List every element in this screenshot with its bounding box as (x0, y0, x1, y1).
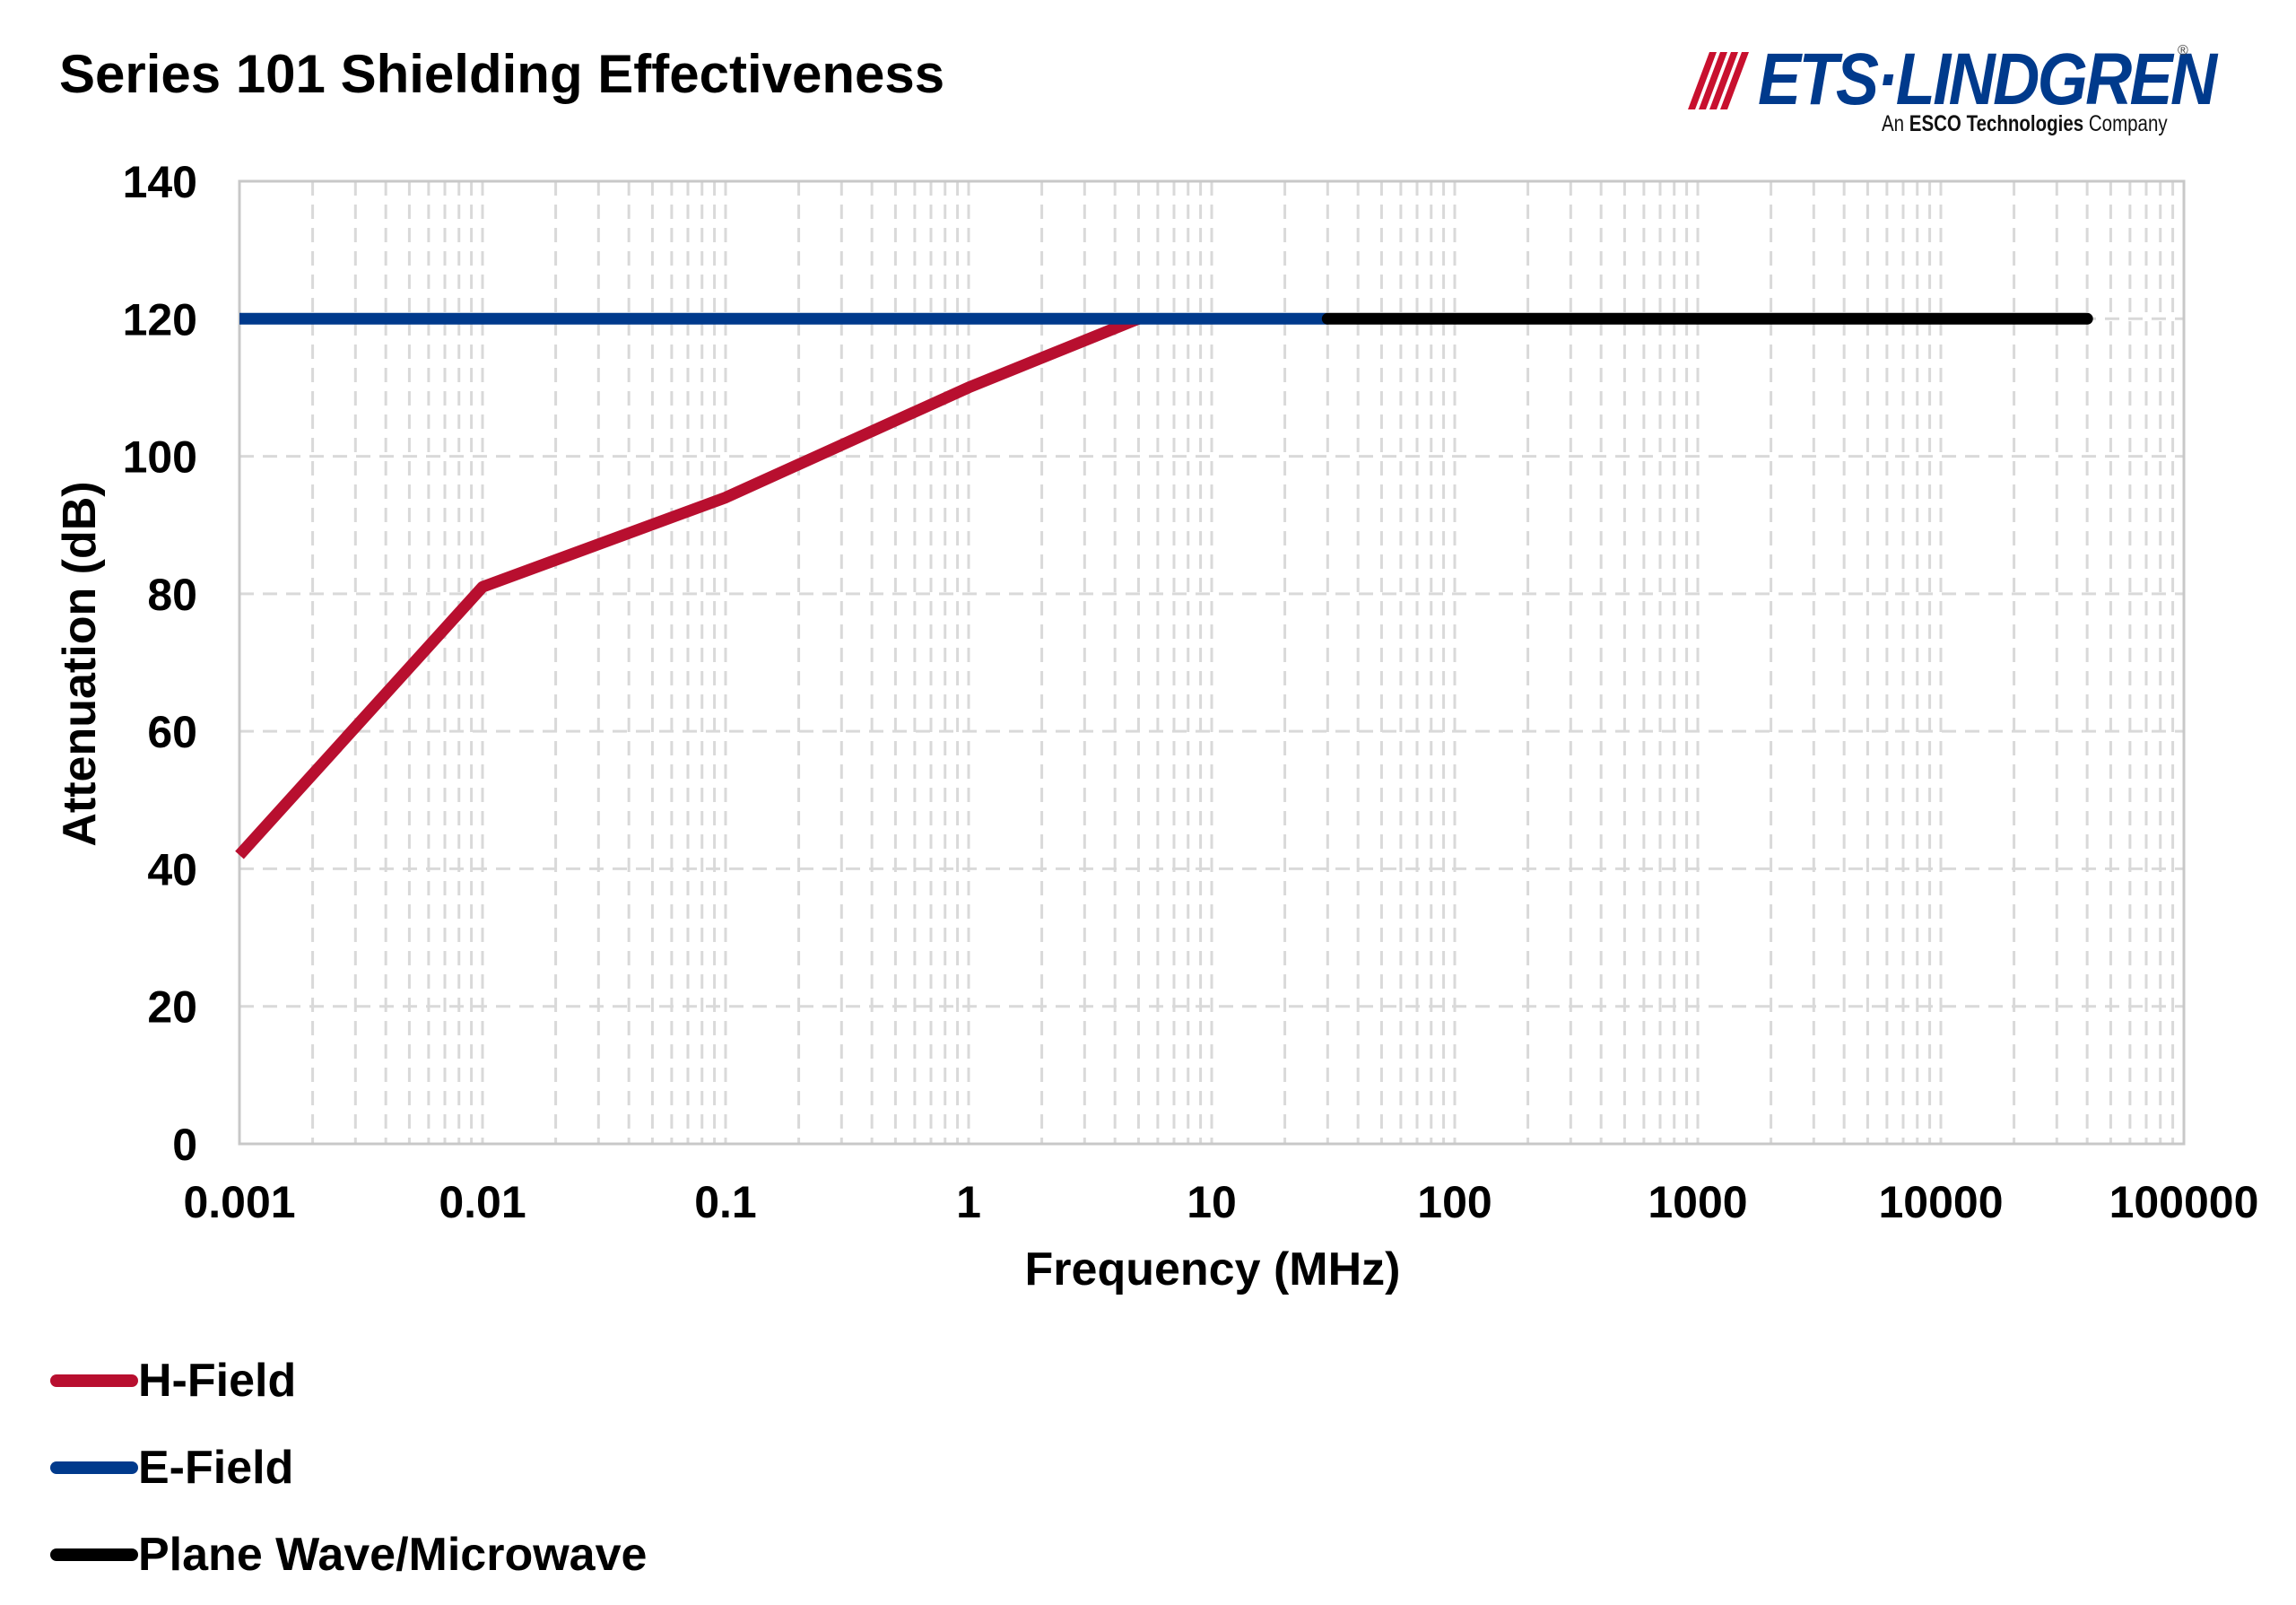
x-tick-label: 0.1 (694, 1177, 757, 1227)
y-tick-label: 40 (147, 844, 197, 894)
tagline-bold: ESCO Technologies (1909, 111, 2084, 136)
logo-tagline: An ESCO Technologies Company (1882, 111, 2168, 137)
x-tick-label: 10 (1187, 1177, 1237, 1227)
x-tick-label: 0.01 (439, 1177, 526, 1227)
plot-frame (238, 179, 2186, 1146)
legend-label: H-Field (138, 1354, 297, 1407)
x-tick-label: 100000 (2109, 1177, 2259, 1227)
series-line-h-field (235, 313, 1141, 859)
signal-waves-icon (1688, 52, 1749, 109)
y-tick-label: 60 (147, 707, 197, 757)
legend-label: Plane Wave/Microwave (138, 1528, 648, 1581)
legend-swatch-plane-wave (50, 1548, 138, 1561)
x-tick-label: 1 (956, 1177, 981, 1227)
y-tick-label: 100 (123, 432, 197, 483)
y-tick-labels: 0 20 40 60 80 100 120 140 (123, 157, 197, 1170)
grid (239, 181, 2184, 1144)
registered-mark: ® (2178, 43, 2188, 58)
y-tick-label: 0 (172, 1120, 197, 1170)
series-group (235, 312, 2093, 859)
x-tick-label: 0.001 (183, 1177, 295, 1227)
company-logo: ETS·LINDGREN ® An ESCO Technologies Comp… (1686, 39, 2217, 138)
tagline-prefix: An (1882, 111, 1909, 136)
x-tick-label: 1000 (1648, 1177, 1747, 1227)
x-tick-label: 10000 (1878, 1177, 2003, 1227)
y-tick-label: 120 (123, 294, 197, 345)
y-tick-label: 80 (147, 570, 197, 620)
tagline-suffix: Company (2083, 111, 2168, 136)
y-tick-label: 140 (123, 157, 197, 207)
legend-item-plane-wave: Plane Wave/Microwave (50, 1511, 647, 1598)
legend-swatch-h-field (50, 1374, 138, 1387)
x-axis-label: Frequency (MHz) (1025, 1243, 1401, 1295)
x-tick-label: 100 (1417, 1177, 1492, 1227)
chart-title: Series 101 Shielding Effectiveness (59, 44, 945, 104)
x-tick-labels: 0.001 0.01 0.1 1 10 100 1000 10000 100000 (183, 1177, 2258, 1227)
y-axis-label: Attenuation (dB) (54, 481, 106, 846)
legend: H-Field E-Field Plane Wave/Microwave (50, 1337, 647, 1598)
legend-swatch-e-field (50, 1461, 138, 1474)
legend-item-e-field: E-Field (50, 1424, 647, 1511)
legend-item-h-field: H-Field (50, 1337, 647, 1424)
y-tick-label: 20 (147, 982, 197, 1033)
logo-wordmark: ETS·LINDGREN (1758, 39, 2217, 120)
legend-label: E-Field (138, 1441, 294, 1494)
